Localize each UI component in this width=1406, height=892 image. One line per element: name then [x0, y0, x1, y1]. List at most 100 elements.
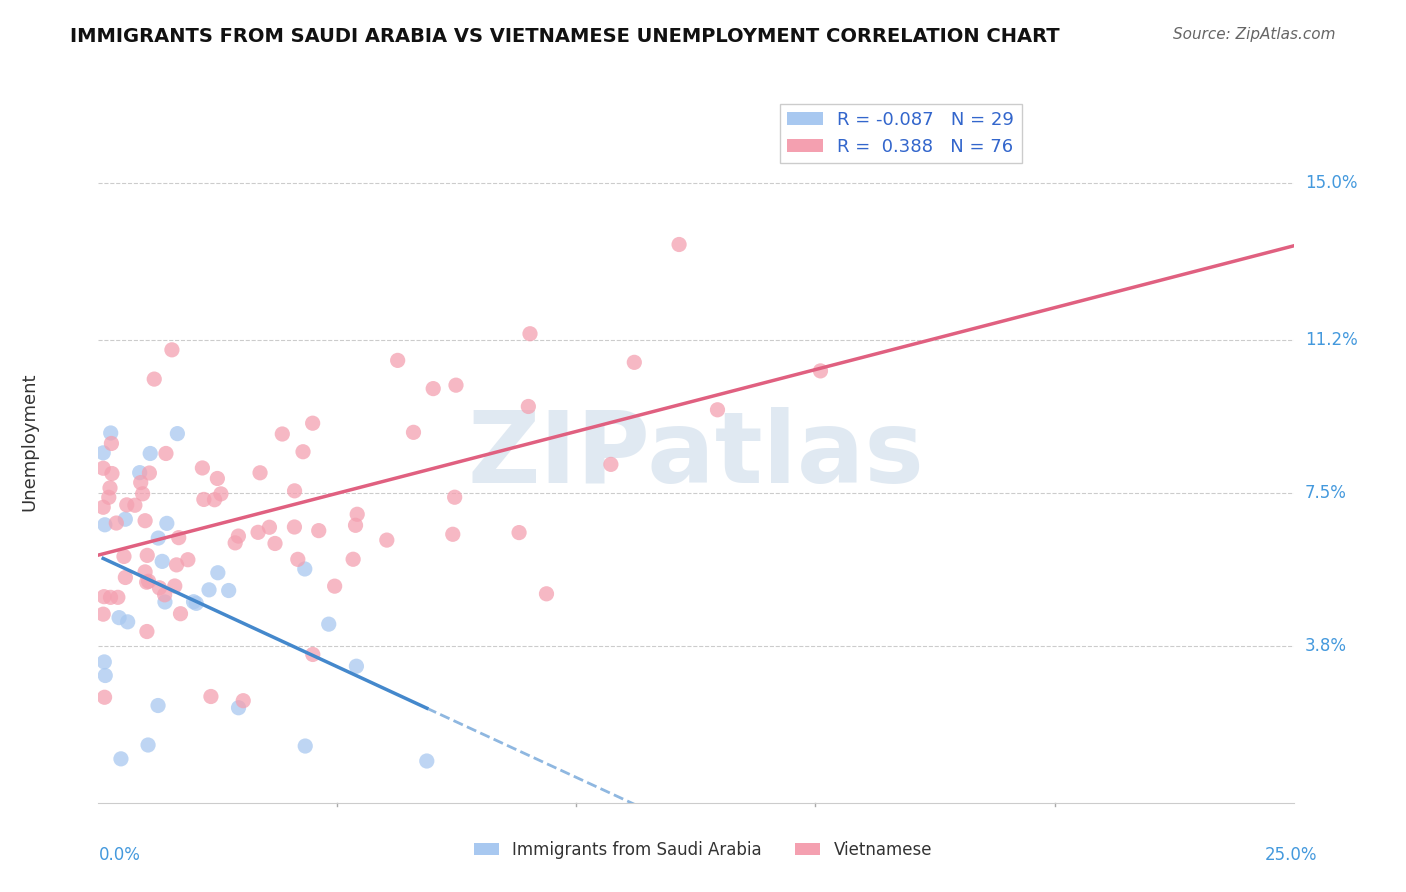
Point — [91, 607, 114, 622]
Point — [135, 624, 157, 639]
Legend: Immigrants from Saudi Arabia, Vietnamese: Immigrants from Saudi Arabia, Vietnamese — [467, 835, 939, 866]
Point — [536, 587, 558, 601]
Point — [318, 617, 340, 632]
Point — [93, 690, 115, 705]
Point — [207, 566, 229, 580]
Point — [131, 487, 153, 501]
Point — [146, 698, 169, 713]
Point — [308, 524, 330, 538]
Text: 3.8%: 3.8% — [1305, 637, 1347, 655]
Point — [163, 579, 186, 593]
Point — [519, 326, 541, 341]
Point — [166, 558, 188, 572]
Legend: R = -0.087   N = 29, R =  0.388   N = 76: R = -0.087 N = 29, R = 0.388 N = 76 — [780, 103, 1022, 163]
Point — [114, 570, 136, 584]
Point — [155, 446, 177, 460]
Point — [167, 531, 190, 545]
Point — [599, 458, 621, 472]
Point — [294, 562, 316, 576]
Point — [247, 525, 270, 540]
Point — [186, 596, 208, 610]
Point — [344, 518, 367, 533]
Text: Unemployment: Unemployment — [21, 372, 39, 511]
Point — [342, 552, 364, 566]
Point — [177, 552, 200, 566]
Point — [100, 425, 122, 440]
Point — [228, 700, 250, 714]
Point — [810, 364, 832, 378]
Point — [124, 498, 146, 512]
Point — [375, 533, 398, 547]
Point — [112, 549, 135, 564]
Point — [108, 610, 131, 624]
Point — [105, 516, 128, 530]
Point — [264, 536, 287, 550]
Point — [517, 400, 540, 414]
Text: 15.0%: 15.0% — [1305, 175, 1357, 193]
Point — [117, 615, 139, 629]
Point — [259, 520, 281, 534]
Point — [94, 668, 117, 682]
Point — [91, 461, 114, 475]
Point — [169, 607, 191, 621]
Point — [153, 588, 176, 602]
Point — [135, 575, 157, 590]
Text: ZIPatlas: ZIPatlas — [468, 408, 924, 505]
Point — [284, 483, 307, 498]
Point — [114, 512, 136, 526]
Text: IMMIGRANTS FROM SAUDI ARABIA VS VIETNAMESE UNEMPLOYMENT CORRELATION CHART: IMMIGRANTS FROM SAUDI ARABIA VS VIETNAME… — [70, 27, 1060, 45]
Point — [153, 595, 176, 609]
Point — [444, 378, 467, 392]
Point — [287, 552, 309, 566]
Point — [93, 590, 115, 604]
Point — [623, 355, 645, 369]
Text: 25.0%: 25.0% — [1265, 847, 1317, 864]
Point — [422, 382, 444, 396]
Point — [443, 490, 465, 504]
Point — [344, 659, 367, 673]
Point — [301, 648, 323, 662]
Point — [115, 498, 138, 512]
Point — [283, 520, 305, 534]
Point — [136, 549, 159, 563]
Point — [198, 582, 221, 597]
Point — [160, 343, 183, 357]
Point — [346, 508, 368, 522]
Point — [204, 492, 226, 507]
Point — [183, 595, 205, 609]
Point — [271, 427, 294, 442]
Point — [138, 466, 160, 480]
Point — [228, 529, 250, 543]
Point — [107, 591, 129, 605]
Point — [110, 752, 132, 766]
Point — [148, 531, 170, 545]
Point — [91, 446, 114, 460]
Point — [129, 475, 152, 490]
Point — [209, 487, 232, 501]
Text: Source: ZipAtlas.com: Source: ZipAtlas.com — [1173, 27, 1336, 42]
Text: 11.2%: 11.2% — [1305, 332, 1357, 350]
Point — [301, 416, 323, 430]
Point — [292, 444, 315, 458]
Point — [706, 402, 728, 417]
Point — [143, 372, 166, 386]
Text: 0.0%: 0.0% — [98, 847, 141, 864]
Point — [100, 591, 122, 605]
Point — [134, 514, 156, 528]
Point — [232, 694, 254, 708]
Point — [138, 574, 160, 589]
Point — [156, 516, 179, 531]
Point — [101, 467, 124, 481]
Point — [150, 554, 173, 568]
Point — [98, 481, 121, 495]
Point — [91, 500, 114, 515]
Point — [136, 738, 159, 752]
Point — [668, 237, 690, 252]
Point — [128, 466, 150, 480]
Point — [134, 565, 156, 579]
Point — [93, 655, 115, 669]
Point — [200, 690, 222, 704]
Point — [94, 517, 117, 532]
Point — [416, 754, 439, 768]
Point — [97, 491, 120, 505]
